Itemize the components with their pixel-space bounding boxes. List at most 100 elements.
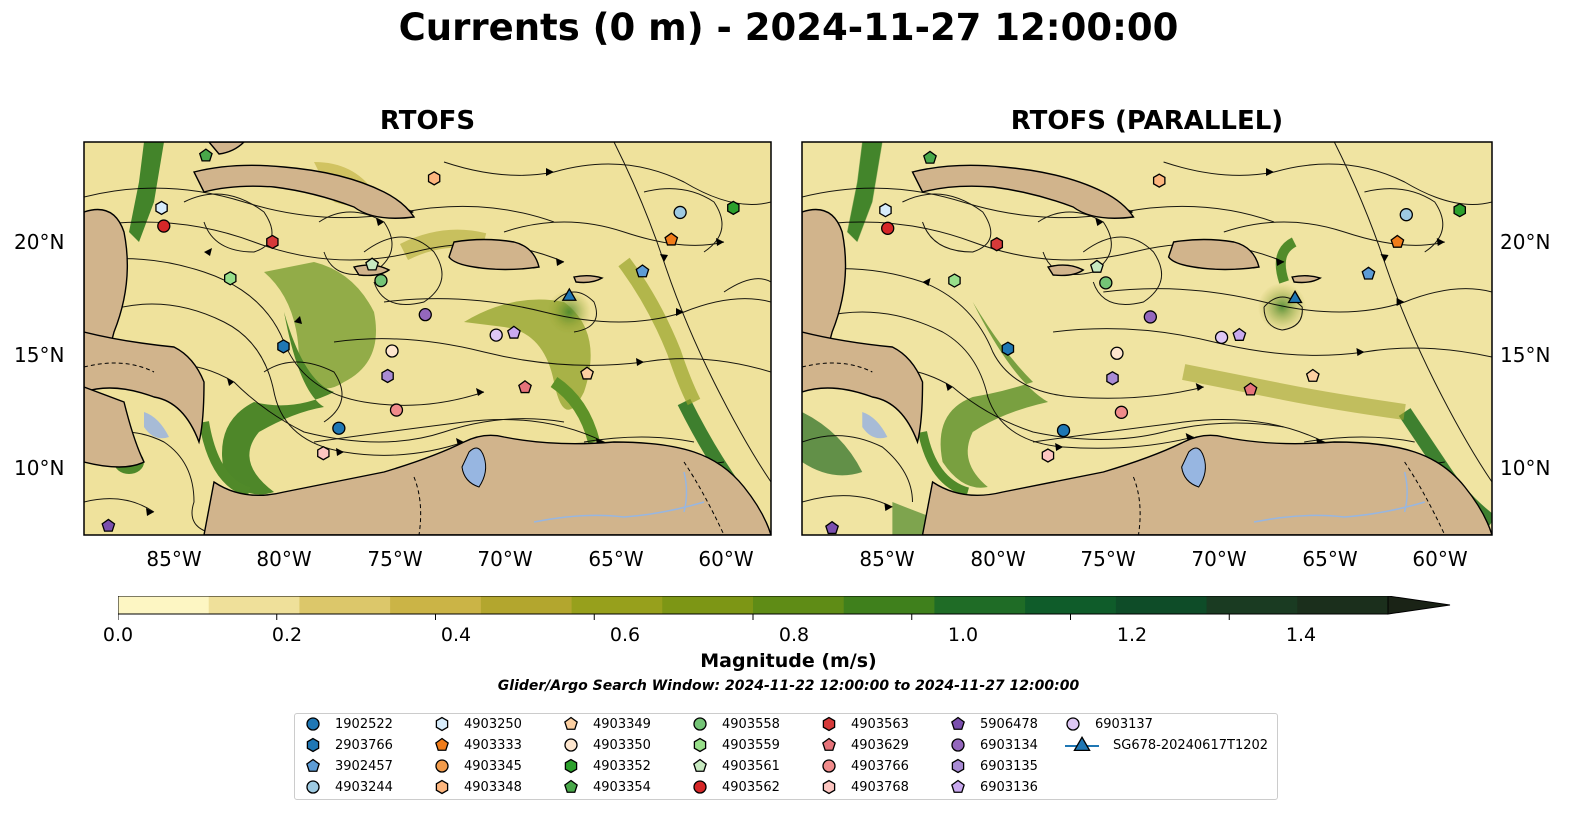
platform-marker-4903348 xyxy=(1152,173,1166,188)
hexagon-marker-icon xyxy=(306,737,320,753)
legend-label: 6903137 xyxy=(1095,716,1153,732)
colorbar-bin xyxy=(480,596,573,614)
legend-label: 4903768 xyxy=(851,779,909,795)
land-jamaica xyxy=(1046,264,1085,277)
lat-tick-label-right-20n: 20°N xyxy=(1500,230,1551,254)
platform-marker-4903354 xyxy=(923,150,937,164)
platform-marker-4903562 xyxy=(881,221,895,235)
pentagon-marker-icon xyxy=(951,716,965,730)
platform-marker-4903352 xyxy=(727,200,740,216)
platform-marker-4903561 xyxy=(365,257,380,271)
colorbar-bin xyxy=(1115,596,1208,614)
legend-item: 6903137 xyxy=(1065,714,1153,734)
lakes xyxy=(144,412,487,488)
pentagon-marker-icon xyxy=(822,737,836,751)
legend-item: 6903135 xyxy=(950,756,1038,776)
platform-marker-4903354 xyxy=(198,148,213,162)
hexagon-marker-icon xyxy=(435,779,449,795)
pentagon-marker-icon xyxy=(435,737,449,751)
hexagon-marker-icon xyxy=(435,716,449,732)
legend-item: 4903348 xyxy=(434,777,522,797)
lat-tick-label-left-20n: 20°N xyxy=(14,230,65,254)
map-frame xyxy=(83,141,772,536)
land-puerto-rico xyxy=(1291,275,1322,284)
colorbar-bin xyxy=(1025,596,1117,614)
platform-marker-2903766 xyxy=(1001,341,1015,356)
colorbar-bin xyxy=(1206,596,1298,614)
platform-marker-4903350 xyxy=(385,344,399,358)
legend-item: 4903558 xyxy=(692,714,780,734)
legend-label: 1902522 xyxy=(335,716,393,732)
lon-tick-label-right-75w: 75°W xyxy=(1080,547,1136,571)
platform-marker-4903563 xyxy=(266,234,279,250)
legend-label: 4903354 xyxy=(593,779,651,795)
legend-label: 4903559 xyxy=(722,737,780,753)
legend-item: 6903136 xyxy=(950,777,1038,797)
land-cuba xyxy=(192,164,416,219)
legend-item: 6903134 xyxy=(950,735,1038,755)
legend: 1902522 2903766 3902457 4903244 4903250 49033… xyxy=(294,713,1278,800)
hexagon-marker-icon xyxy=(822,779,836,795)
circle-marker-icon xyxy=(1066,717,1080,731)
lake-nicaragua xyxy=(144,412,169,439)
lon-tick-label-right-60w: 60°W xyxy=(1412,547,1468,571)
land-south-america xyxy=(921,434,1492,535)
platform-marker-4903768 xyxy=(317,445,330,461)
legend-label: 6903135 xyxy=(980,758,1038,774)
pentagon-marker-icon xyxy=(693,758,707,772)
lakes xyxy=(862,412,1206,488)
colorbar-tick-label: 0.4 xyxy=(440,624,472,646)
country-borders xyxy=(84,362,725,535)
platform-marker-4903766 xyxy=(389,403,404,417)
legend-item: 4903333 xyxy=(434,735,522,755)
land-central-america xyxy=(802,331,924,445)
hexagon-marker-icon xyxy=(951,758,965,774)
colorbar-tick-label: 0.0 xyxy=(102,624,134,646)
platform-marker-6903137 xyxy=(489,328,503,342)
platform-marker-4903563 xyxy=(990,236,1004,252)
platform-marker-4903250 xyxy=(879,202,892,218)
legend-item: 4903352 xyxy=(563,756,651,776)
rivers xyxy=(533,471,705,523)
legend-item: 4903768 xyxy=(821,777,909,797)
platform-marker-4903766 xyxy=(1114,405,1129,419)
land-south-america xyxy=(203,434,771,535)
legend-label: 5906478 xyxy=(980,716,1038,732)
colorbar-bin xyxy=(753,596,845,614)
platform-marker-4903350 xyxy=(1110,346,1124,360)
legend-label: 4903350 xyxy=(593,737,651,753)
colorbar-tick-label: 0.8 xyxy=(778,624,810,646)
lat-tick-label-left-10n: 10°N xyxy=(14,456,65,480)
circle-marker-icon xyxy=(822,759,836,773)
platform-marker-6903135 xyxy=(381,368,394,384)
legend-label: 4903352 xyxy=(593,758,651,774)
land-cuba xyxy=(911,164,1135,219)
lon-tick-label-right-70w: 70°W xyxy=(1191,547,1247,571)
land-hispaniola xyxy=(1167,238,1260,271)
colorbar-bin xyxy=(1297,596,1389,614)
platform-marker-6903136 xyxy=(507,325,521,339)
colorbar-extend-arrow xyxy=(1387,596,1451,615)
legend-item: 4903354 xyxy=(563,777,651,797)
platform-marker-3902457 xyxy=(635,264,650,278)
colorbar-tick-label: 1.4 xyxy=(1285,624,1317,646)
figure-title: Currents (0 m) - 2024-11-27 12:00:00 xyxy=(398,6,1179,49)
legend-label: 4903562 xyxy=(722,779,780,795)
map-panel-rtofs-parallel xyxy=(801,141,1493,536)
circle-marker-icon xyxy=(951,738,965,752)
map-frame xyxy=(801,141,1493,536)
circle-marker-icon xyxy=(306,780,320,794)
legend-label: 4903558 xyxy=(722,716,780,732)
map-panel-rtofs xyxy=(83,141,772,536)
land-central-america xyxy=(84,331,205,445)
platform-marker-4903558 xyxy=(374,273,388,288)
legend-item: 1902522 xyxy=(305,714,393,734)
platform-marker-6903134 xyxy=(418,307,432,322)
legend-item: 4903250 xyxy=(434,714,522,734)
legend-item: 3902457 xyxy=(305,756,393,776)
platform-marker-4903559 xyxy=(948,273,961,288)
circle-marker-icon xyxy=(435,759,449,773)
platform-marker-6903134 xyxy=(1143,310,1158,324)
legend-item: 4903563 xyxy=(821,714,909,734)
platform-marker-4903244 xyxy=(1399,208,1413,222)
